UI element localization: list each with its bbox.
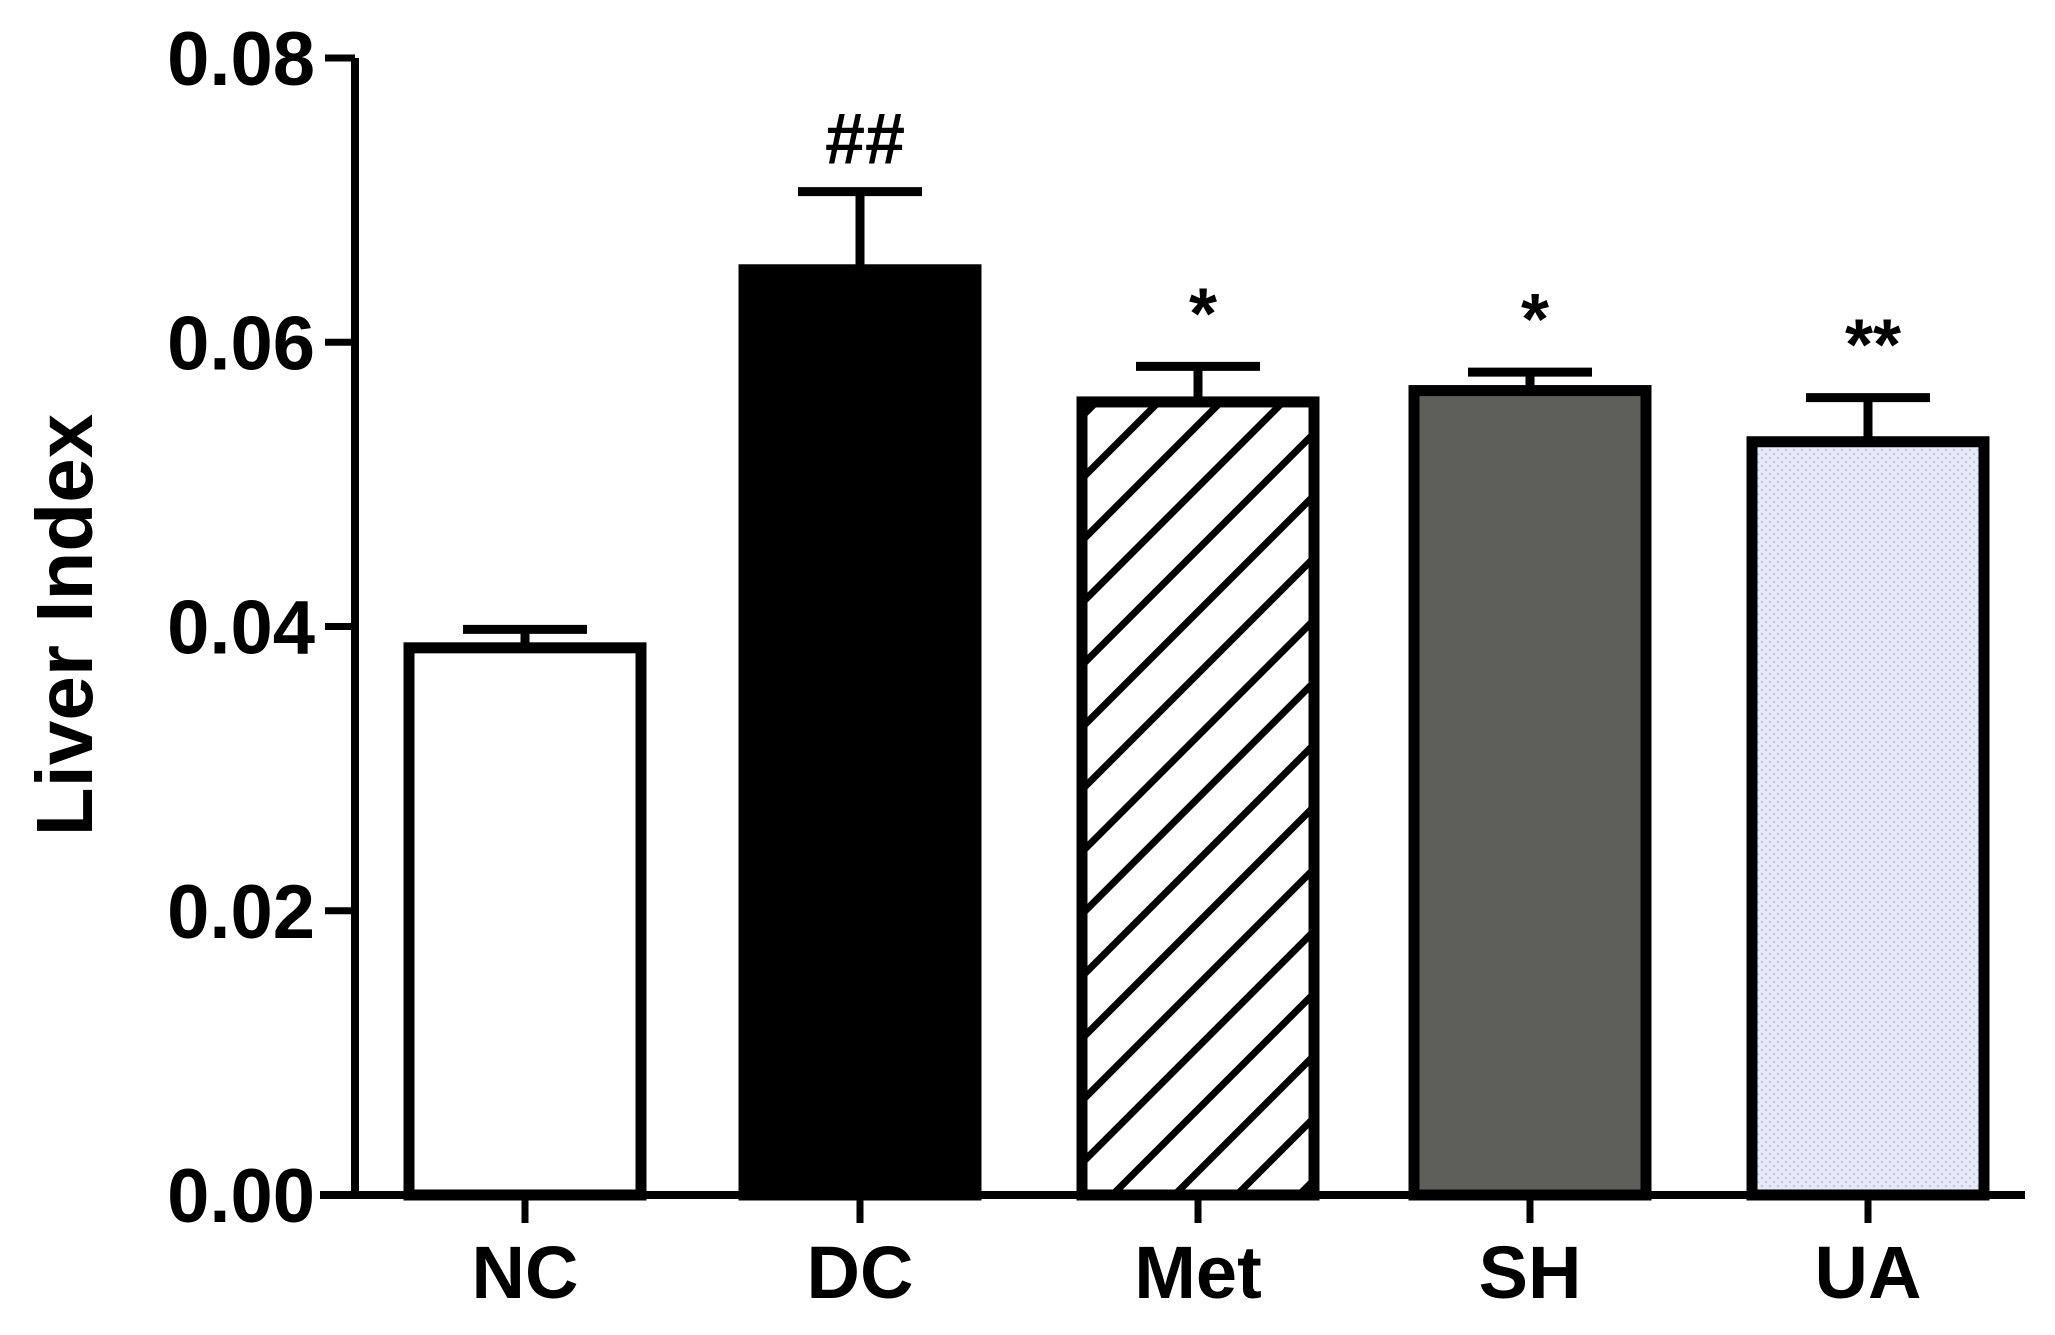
significance-marker: ** <box>1845 306 1901 386</box>
bars-layer: ##* * ** <box>403 100 1990 1201</box>
bar-met <box>1076 396 1320 1201</box>
y-tick-label: 0.02 <box>167 870 315 955</box>
bar-dc <box>738 264 982 1201</box>
significance-marker: ## <box>825 100 905 180</box>
y-tick-label: 0.08 <box>167 17 315 102</box>
y-axis-label: Liver Index <box>20 414 109 836</box>
significance-marker: * <box>1521 280 1549 360</box>
significance-marker: * <box>1189 274 1217 354</box>
y-tick-label: 0.04 <box>167 586 315 671</box>
x-tick-label: UA <box>1815 1231 1922 1314</box>
y-tick-label: 0.06 <box>167 301 315 386</box>
x-tick-label: DC <box>807 1231 914 1314</box>
bar-nc <box>403 642 647 1201</box>
x-ticks: NC DC Met SH UA <box>472 1195 1922 1314</box>
y-tick-label: 0.00 <box>167 1154 315 1239</box>
x-tick-label: NC <box>472 1231 579 1314</box>
x-tick-label: Met <box>1134 1231 1261 1314</box>
y-ticks: 0.00 0.02 0.04 0.06 0.08 <box>167 17 355 1239</box>
bar-ua <box>1746 436 1990 1201</box>
bar-sh <box>1408 385 1652 1201</box>
x-tick-label: SH <box>1479 1231 1582 1314</box>
